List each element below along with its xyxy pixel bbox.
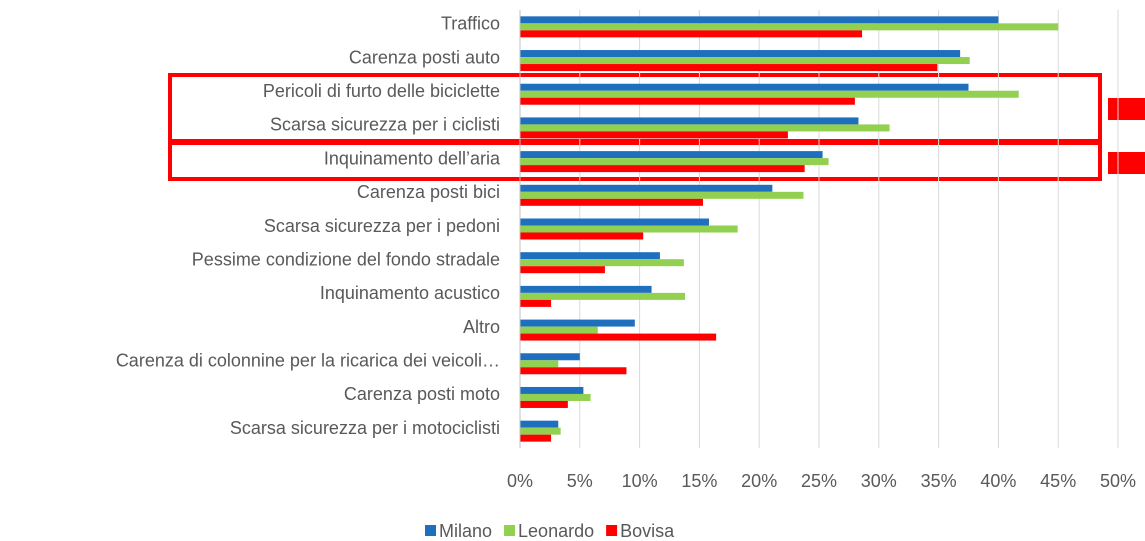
y-tick-label: Altro (463, 317, 500, 337)
bar (520, 50, 961, 58)
bar (520, 360, 559, 368)
x-tick-label: 45% (1040, 471, 1076, 491)
bar (520, 232, 644, 240)
bar (520, 23, 1059, 31)
y-tick-label: Scarsa sicurezza per i motociclisti (230, 418, 500, 438)
bar (520, 158, 829, 166)
x-tick-label: 5% (567, 471, 593, 491)
bar (520, 266, 605, 274)
x-tick-label: 15% (681, 471, 717, 491)
bar (520, 353, 580, 361)
marker (1108, 152, 1145, 174)
bar (520, 427, 561, 435)
y-tick-label: Pericoli di furto delle biciclette (263, 81, 500, 101)
x-tick-label: 30% (861, 471, 897, 491)
bar (520, 165, 805, 173)
marker (1108, 98, 1145, 120)
bar (520, 30, 863, 38)
x-tick-label: 20% (741, 471, 777, 491)
y-tick-label: Carenza posti auto (349, 47, 500, 67)
bar (520, 184, 773, 192)
x-tick-label: 35% (921, 471, 957, 491)
legend-swatch (504, 525, 516, 536)
x-tick-label: 10% (622, 471, 658, 491)
x-tick-label: 25% (801, 471, 837, 491)
y-tick-label: Inquinamento acustico (320, 283, 500, 303)
bar (520, 90, 1019, 98)
y-tick-label: Scarsa sicurezza per i pedoni (264, 216, 500, 236)
bar (520, 124, 890, 132)
bar (520, 57, 970, 65)
bar (520, 83, 969, 91)
bar (520, 319, 635, 327)
legend-swatch (606, 525, 618, 536)
y-tick-label: Carenza posti bici (357, 182, 500, 202)
y-tick-label: Inquinamento dell’aria (324, 148, 501, 168)
bar (520, 16, 999, 24)
bar (520, 434, 552, 442)
bar (520, 367, 627, 375)
legend-label: Leonardo (518, 521, 594, 541)
y-tick-label: Carenza posti moto (344, 384, 500, 404)
bar (520, 198, 703, 206)
bar (520, 97, 855, 105)
bar (520, 400, 568, 408)
bar (520, 386, 584, 394)
bar (520, 326, 598, 334)
y-tick-label: Pessime condizione del fondo stradale (192, 249, 500, 269)
highlight-box (168, 141, 1102, 181)
legend-label: Bovisa (620, 521, 675, 541)
legend-label: Milano (439, 521, 492, 541)
bar (520, 393, 591, 401)
y-tick-label: Scarsa sicurezza per i ciclisti (270, 115, 500, 135)
bar (520, 64, 938, 72)
bar (520, 252, 660, 260)
bar (520, 259, 684, 267)
bar (520, 117, 859, 125)
bar (520, 151, 823, 159)
x-tick-label: 0% (507, 471, 533, 491)
y-tick-label: Carenza di colonnine per la ricarica dei… (116, 351, 500, 371)
bar (520, 292, 686, 300)
bar (520, 218, 709, 226)
y-tick-label: Traffico (441, 14, 500, 34)
bar (520, 285, 652, 293)
bar (520, 225, 738, 233)
bar (520, 131, 788, 139)
bar (520, 333, 717, 341)
legend-swatch (425, 525, 436, 536)
bar (520, 299, 552, 307)
x-tick-label: 50% (1100, 471, 1136, 491)
x-tick-label: 40% (980, 471, 1016, 491)
bar (520, 420, 559, 428)
bar (520, 191, 804, 199)
